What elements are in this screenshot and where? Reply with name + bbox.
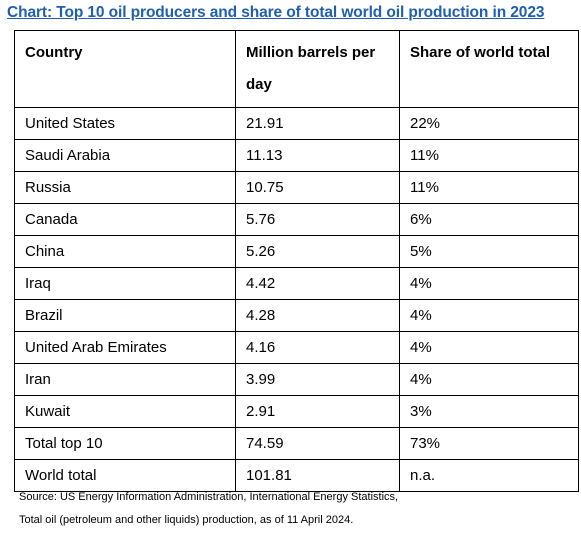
barrels-cell: 3.99 [235,363,400,396]
table-row: Iran 3.99 4% [14,363,579,396]
table-row: Kuwait 2.91 3% [14,395,579,428]
share-cell: 4% [399,331,579,364]
table-body: United States 21.91 22% Saudi Arabia 11.13 11… [14,107,579,492]
share-cell: 22% [399,107,579,140]
oil-producers-table: Country Million barrels per day Share of… [14,30,579,492]
share-cell: 11% [399,139,579,172]
share-cell: 4% [399,299,579,332]
chart-title: Chart: Top 10 oil producers and share of… [7,4,545,21]
table-row: United States 21.91 22% [14,107,579,140]
source-note: Source: US Energy Information Administra… [19,486,398,532]
share-cell: 3% [399,395,579,428]
share-cell: 11% [399,171,579,204]
share-cell: n.a. [399,459,579,492]
barrels-cell: 4.42 [235,267,400,300]
source-line-1: Source: US Energy Information Administra… [19,491,399,503]
barrels-cell: 5.26 [235,235,400,268]
country-cell: Russia [14,171,236,204]
country-cell: World total [14,459,236,492]
table-row: Russia 10.75 11% [14,171,579,204]
header-country: Country [14,30,236,108]
table-row: Brazil 4.28 4% [14,299,579,332]
share-cell: 5% [399,235,579,268]
barrels-cell: 2.91 [235,395,400,428]
share-cell: 4% [399,363,579,396]
source-line-2: Total oil (petroleum and other liquids) … [19,514,354,526]
country-cell: Total top 10 [14,427,236,460]
share-cell: 6% [399,203,579,236]
table-row: United Arab Emirates 4.16 4% [14,331,579,364]
country-cell: United States [14,107,236,140]
header-share-of-world-total: Share of world total [399,30,579,108]
share-cell: 73% [399,427,579,460]
table-row: China 5.26 5% [14,235,579,268]
country-cell: Iraq [14,267,236,300]
header-million-barrels-per-day: Million barrels per day [235,30,400,108]
country-cell: United Arab Emirates [14,331,236,364]
table-row: Iraq 4.42 4% [14,267,579,300]
barrels-cell: 74.59 [235,427,400,460]
table-row: World total 101.81 n.a. [14,459,579,492]
barrels-cell: 21.91 [235,107,400,140]
table-row: Saudi Arabia 11.13 11% [14,139,579,172]
barrels-cell: 11.13 [235,139,400,172]
table-row: Total top 10 74.59 73% [14,427,579,460]
table-row: Canada 5.76 6% [14,203,579,236]
country-cell: Iran [14,363,236,396]
country-cell: Brazil [14,299,236,332]
barrels-cell: 10.75 [235,171,400,204]
barrels-cell: 5.76 [235,203,400,236]
table-header-row: Country Million barrels per day Share of… [14,30,579,108]
barrels-cell: 4.16 [235,331,400,364]
country-cell: China [14,235,236,268]
barrels-cell: 4.28 [235,299,400,332]
country-cell: Saudi Arabia [14,139,236,172]
country-cell: Canada [14,203,236,236]
barrels-cell: 101.81 [235,459,400,492]
share-cell: 4% [399,267,579,300]
country-cell: Kuwait [14,395,236,428]
